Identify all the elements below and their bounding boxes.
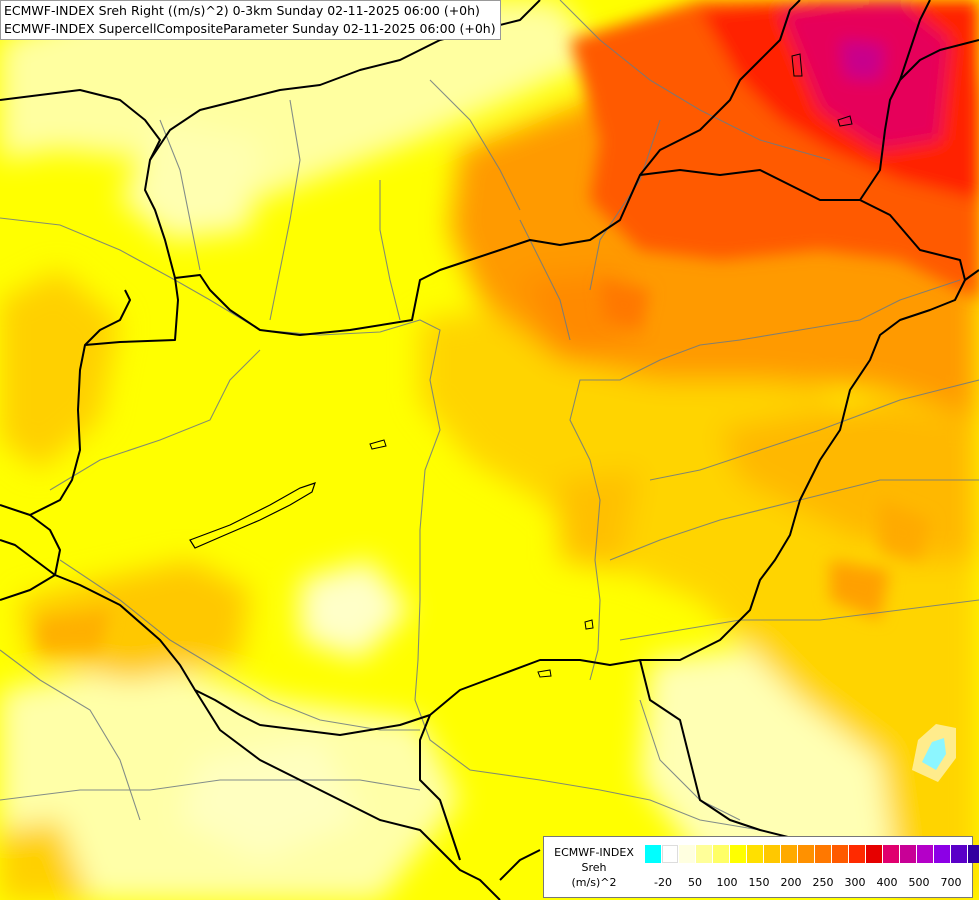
lake-small <box>537 669 552 678</box>
border-austria-slovenia <box>0 504 31 516</box>
legend-tick-label: 700 <box>940 876 962 889</box>
legend-swatch <box>662 845 679 863</box>
legend-tick-label: 500 <box>908 876 930 889</box>
legend-swatch <box>883 845 900 863</box>
legend-label: ECMWF-INDEX Sreh (m/s)^2 <box>548 845 640 890</box>
border-croatia-slovenia-w <box>0 539 56 576</box>
river-hernad <box>589 119 661 291</box>
legend-swatch <box>832 845 849 863</box>
legend-tick-label: 200 <box>780 876 802 889</box>
lake-small <box>584 619 594 630</box>
legend-tick-label: 50 <box>688 876 702 889</box>
field-band-orange <box>880 500 930 560</box>
field-band-amber <box>560 470 640 570</box>
field-band-orange <box>40 610 110 650</box>
legend-swatch <box>730 845 747 863</box>
river-drava <box>59 559 420 731</box>
lake-small <box>369 439 387 450</box>
border-croatia-serbia <box>419 714 461 861</box>
border-ukraine-poland <box>899 0 931 81</box>
legend-tick-label: 400 <box>876 876 898 889</box>
field-band-orange <box>600 280 650 330</box>
river-south <box>639 699 741 821</box>
river-vistula <box>559 0 831 161</box>
legend-swatch <box>866 845 883 863</box>
legend-tick-label: 100 <box>716 876 738 889</box>
legend-swatch <box>900 845 917 863</box>
legend-swatch <box>764 845 781 863</box>
legend-swatch <box>713 845 730 863</box>
river-tisza <box>569 279 961 681</box>
map-title-line1: ECMWF-INDEX Sreh Right ((m/s)^2) 0-3km S… <box>4 3 480 18</box>
legend-swatches <box>645 845 979 863</box>
legend-swatch <box>798 845 815 863</box>
field-band-pale <box>300 560 410 660</box>
border-ukraine-romania <box>859 39 979 201</box>
legend-swatch <box>645 845 662 863</box>
border-slovakia-ukraine <box>639 0 801 176</box>
legend-tick-label: 150 <box>748 876 770 889</box>
border-austria-hungary-n <box>84 289 131 346</box>
legend-unit: (m/s)^2 <box>571 876 617 889</box>
river-maros <box>619 599 979 641</box>
legend-swatch <box>781 845 798 863</box>
border-bosnia-serbia <box>499 849 541 881</box>
river-network <box>0 0 979 831</box>
field-pale-ring <box>912 724 956 782</box>
river-vah <box>269 99 301 321</box>
lake-balaton <box>189 482 316 549</box>
field-band-magenta <box>840 40 885 80</box>
field-band-amber <box>0 270 120 470</box>
legend-tick-label: -20 <box>654 876 672 889</box>
legend-variable: Sreh <box>581 861 607 874</box>
legend-swatch <box>849 845 866 863</box>
border-slovenia-croatia <box>0 574 56 601</box>
map-title-line2: ECMWF-INDEX SupercellCompositeParameter … <box>4 21 496 36</box>
river-szamos <box>649 379 979 481</box>
river-morava <box>159 119 201 271</box>
border-hungary <box>29 169 966 736</box>
border-slovakia-czech <box>0 89 176 279</box>
river-upper <box>429 79 521 211</box>
map-title-box: ECMWF-INDEX Sreh Right ((m/s)^2) 0-3km S… <box>0 0 501 40</box>
field-band-orange <box>830 560 890 620</box>
river-danube <box>0 217 761 831</box>
river-hron <box>379 180 401 321</box>
legend-tick-label: 250 <box>812 876 834 889</box>
river-koros <box>609 479 979 561</box>
legend-swatch <box>747 845 764 863</box>
legend-swatch <box>815 845 832 863</box>
legend-swatch <box>968 845 979 863</box>
field-band-amber <box>0 820 90 900</box>
legend-source: ECMWF-INDEX <box>554 846 634 859</box>
river-raba <box>49 349 261 491</box>
lake-small <box>791 53 803 77</box>
legend-swatch <box>696 845 713 863</box>
legend-swatch <box>917 845 934 863</box>
legend-swatch <box>934 845 951 863</box>
lake-small <box>837 115 853 127</box>
color-legend: ECMWF-INDEX Sreh (m/s)^2 -20 50 100 150 200 2… <box>543 836 979 898</box>
legend-ticks: -20 50 100 150 200 250 300 400 500 700 <box>645 876 970 890</box>
legend-swatch <box>679 845 696 863</box>
field-band-pale <box>180 740 360 860</box>
border-croatia-bosnia <box>194 689 501 900</box>
border-serbia-romania <box>639 659 801 841</box>
river-sava <box>0 779 421 801</box>
river-west <box>0 649 141 821</box>
legend-tick-label: 300 <box>844 876 866 889</box>
legend-swatch <box>951 845 968 863</box>
border-romania-moldova <box>964 269 979 281</box>
